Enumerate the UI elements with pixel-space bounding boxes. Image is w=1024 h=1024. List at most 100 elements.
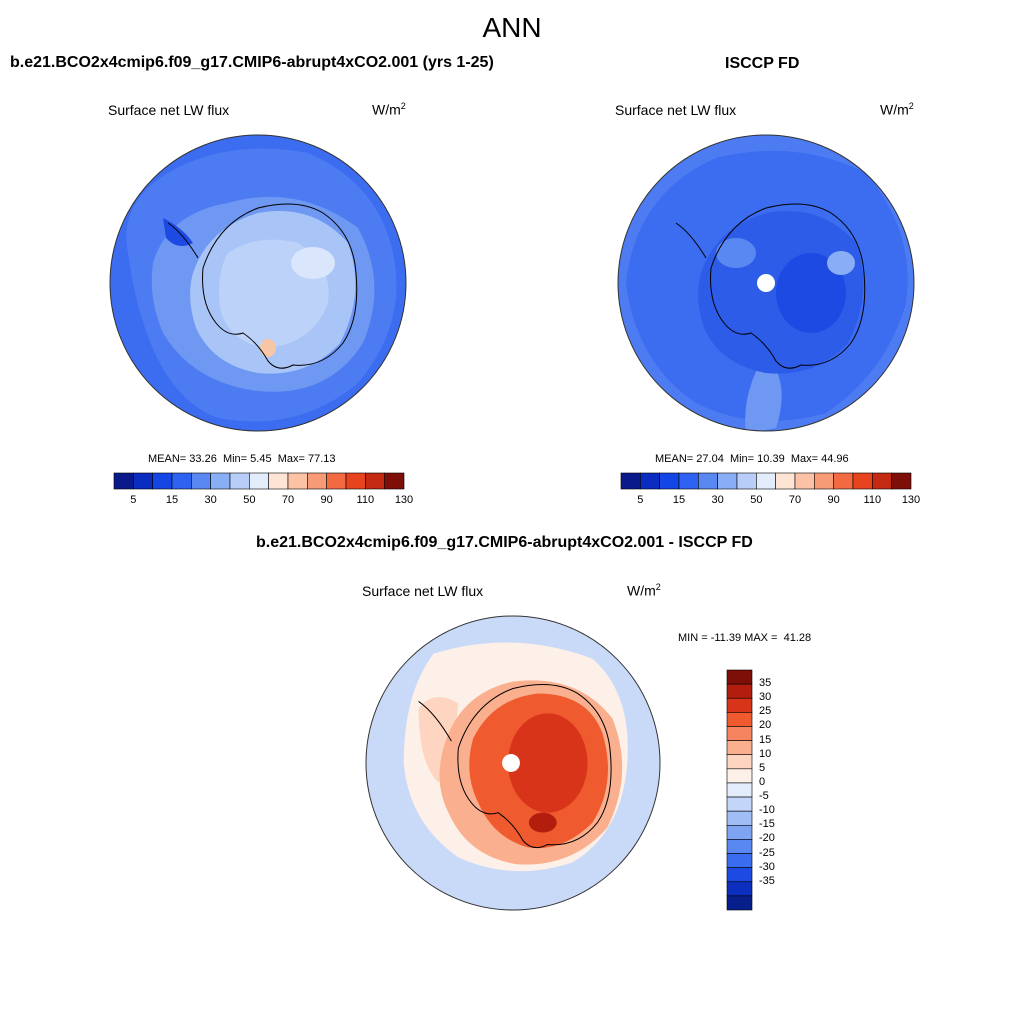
- left-colorbar-swatch: [287, 472, 308, 490]
- right-units: W/m2: [880, 101, 914, 118]
- diff-map-border: [365, 615, 661, 911]
- left-colorbar-tick-label: 5: [130, 494, 137, 506]
- diff-colorbar-swatch: [726, 810, 753, 826]
- diff-antarctica-coastline: [457, 684, 612, 849]
- right-colorbar-swatch: [620, 472, 641, 490]
- right-plateau-patch: [827, 251, 855, 275]
- right-colorbar-swatch: [756, 472, 776, 490]
- left-colorbar-tick-label: 70: [281, 494, 295, 506]
- right-pole-hole: [757, 274, 775, 292]
- right-continent-patch: [716, 238, 756, 268]
- right-colorbar-swatch: [659, 472, 680, 490]
- left-plateau-patch: [291, 247, 335, 279]
- right-colorbar-tick-label: 15: [672, 494, 686, 506]
- diff-stats: MIN = -11.39 MAX = 41.28: [678, 632, 812, 644]
- diff-colorbar-tick-label: -15: [759, 818, 775, 831]
- right-map: [617, 134, 915, 432]
- right-colorbar-swatch: [872, 472, 892, 490]
- left-colorbar-tick-label: 15: [165, 494, 179, 506]
- diff-colorbar-swatch: [726, 895, 753, 911]
- right-colorbar-swatch: [852, 472, 873, 490]
- right-colorbar-swatch: [678, 472, 699, 490]
- left-variable-label: Surface net LW flux: [108, 102, 230, 118]
- left-units: W/m2: [372, 101, 406, 118]
- diff-colorbar-swatch: [726, 712, 753, 727]
- diff-units: W/m2: [627, 582, 661, 599]
- left-colorbar-tick-label: 110: [356, 494, 375, 506]
- right-antarctica-coastline: [710, 203, 866, 369]
- right-colorbar: [620, 472, 912, 490]
- right-map-border: [617, 134, 915, 432]
- diff-colorbar-tick-label: 30: [759, 691, 772, 704]
- right-panel-title: ISCCP FD: [725, 55, 800, 72]
- right-colorbar-tick-label: 50: [750, 494, 763, 506]
- right-colorbar-tick-label: 30: [711, 494, 724, 506]
- diff-colorbar-swatch: [726, 824, 753, 840]
- left-colorbar-tick-label: 50: [243, 494, 256, 506]
- diff-colorbar-tick-label: 10: [759, 747, 772, 760]
- left-colorbar-swatch: [171, 472, 192, 490]
- right-colorbar-tick-label: 5: [637, 494, 644, 506]
- diff-colorbar-swatch: [726, 726, 753, 741]
- left-peninsula-coastline: [167, 222, 199, 259]
- right-colorbar-swatch: [717, 472, 738, 490]
- right-colorbar-swatch: [794, 472, 815, 490]
- left-colorbar-swatch: [307, 472, 327, 490]
- diff-variable-label: Surface net LW flux: [362, 583, 484, 599]
- left-colorbar-swatch: [191, 472, 211, 490]
- left-warm-patch: [260, 339, 276, 357]
- diff-colorbar-tick-label: -25: [759, 846, 775, 859]
- left-colorbar-swatch: [326, 472, 347, 490]
- left-colorbar-swatch: [210, 472, 231, 490]
- right-colorbar-swatch: [736, 472, 757, 490]
- diff-colorbar: [726, 669, 753, 911]
- left-colorbar-swatch: [133, 472, 153, 490]
- right-colorbar-swatch: [891, 472, 912, 490]
- right-colorbar-swatch: [698, 472, 718, 490]
- diff-colorbar-swatch: [726, 754, 753, 770]
- right-colorbar-tick-label: 110: [863, 494, 882, 506]
- diff-colorbar-swatch: [726, 853, 753, 868]
- left-colorbar-swatch: [365, 472, 385, 490]
- left-colorbar-swatch: [113, 472, 134, 490]
- right-variable-label: Surface net LW flux: [615, 102, 737, 118]
- diff-peninsula-band: [418, 697, 459, 783]
- diff-colorbar-tick-label: 15: [759, 733, 772, 746]
- left-map-border: [109, 134, 407, 432]
- right-continent-core: [776, 253, 846, 333]
- left-colorbar-swatch: [229, 472, 250, 490]
- diff-colorbar-swatch: [726, 839, 753, 854]
- right-stats: MEAN= 27.04 Min= 10.39 Max= 44.96: [655, 453, 849, 465]
- right-colorbar-tick-label: 70: [788, 494, 802, 506]
- diff-colorbar-tick-label: 25: [759, 705, 772, 718]
- left-colorbar-swatch: [152, 472, 173, 490]
- left-colorbar: [113, 472, 405, 490]
- left-antarctica-coastline: [202, 203, 358, 369]
- left-colorbar-tick-label: 90: [320, 494, 333, 506]
- right-colorbar-swatch: [814, 472, 834, 490]
- diff-colorbar-swatch: [726, 669, 753, 685]
- left-colorbar-tick-label: 130: [394, 494, 414, 506]
- right-colorbar-swatch: [833, 472, 854, 490]
- diff-hotspot: [528, 812, 557, 833]
- diff-colorbar-tick-label: -35: [759, 874, 775, 887]
- diff-colorbar-tick-label: 0: [759, 775, 766, 788]
- diff-colorbar-tick-label: -5: [759, 790, 769, 803]
- diff-colorbar-swatch: [726, 683, 753, 699]
- diff-colorbar-swatch: [726, 740, 753, 756]
- diff-panel-title: b.e21.BCO2x4cmip6.f09_g17.CMIP6-abrupt4x…: [256, 534, 753, 551]
- diff-colorbar-tick-label: 5: [759, 761, 766, 774]
- right-colorbar-swatch: [640, 472, 660, 490]
- diff-colorbar-tick-label: -20: [759, 832, 775, 845]
- diff-colorbar-swatch: [726, 867, 753, 883]
- left-stats: MEAN= 33.26 Min= 5.45 Max= 77.13: [148, 453, 336, 465]
- diff-continent-core: [508, 713, 588, 813]
- left-panel-title: b.e21.BCO2x4cmip6.f09_g17.CMIP6-abrupt4x…: [10, 54, 494, 71]
- diff-colorbar-swatch: [726, 768, 753, 784]
- diff-colorbar-swatch: [726, 782, 753, 798]
- diff-colorbar-tick-label: 20: [759, 719, 772, 732]
- right-colorbar-tick-label: 90: [827, 494, 840, 506]
- right-colorbar-swatch: [775, 472, 796, 490]
- diff-colorbar-tick-label: -30: [759, 860, 775, 873]
- diff-colorbar-tick-label: 35: [759, 677, 772, 690]
